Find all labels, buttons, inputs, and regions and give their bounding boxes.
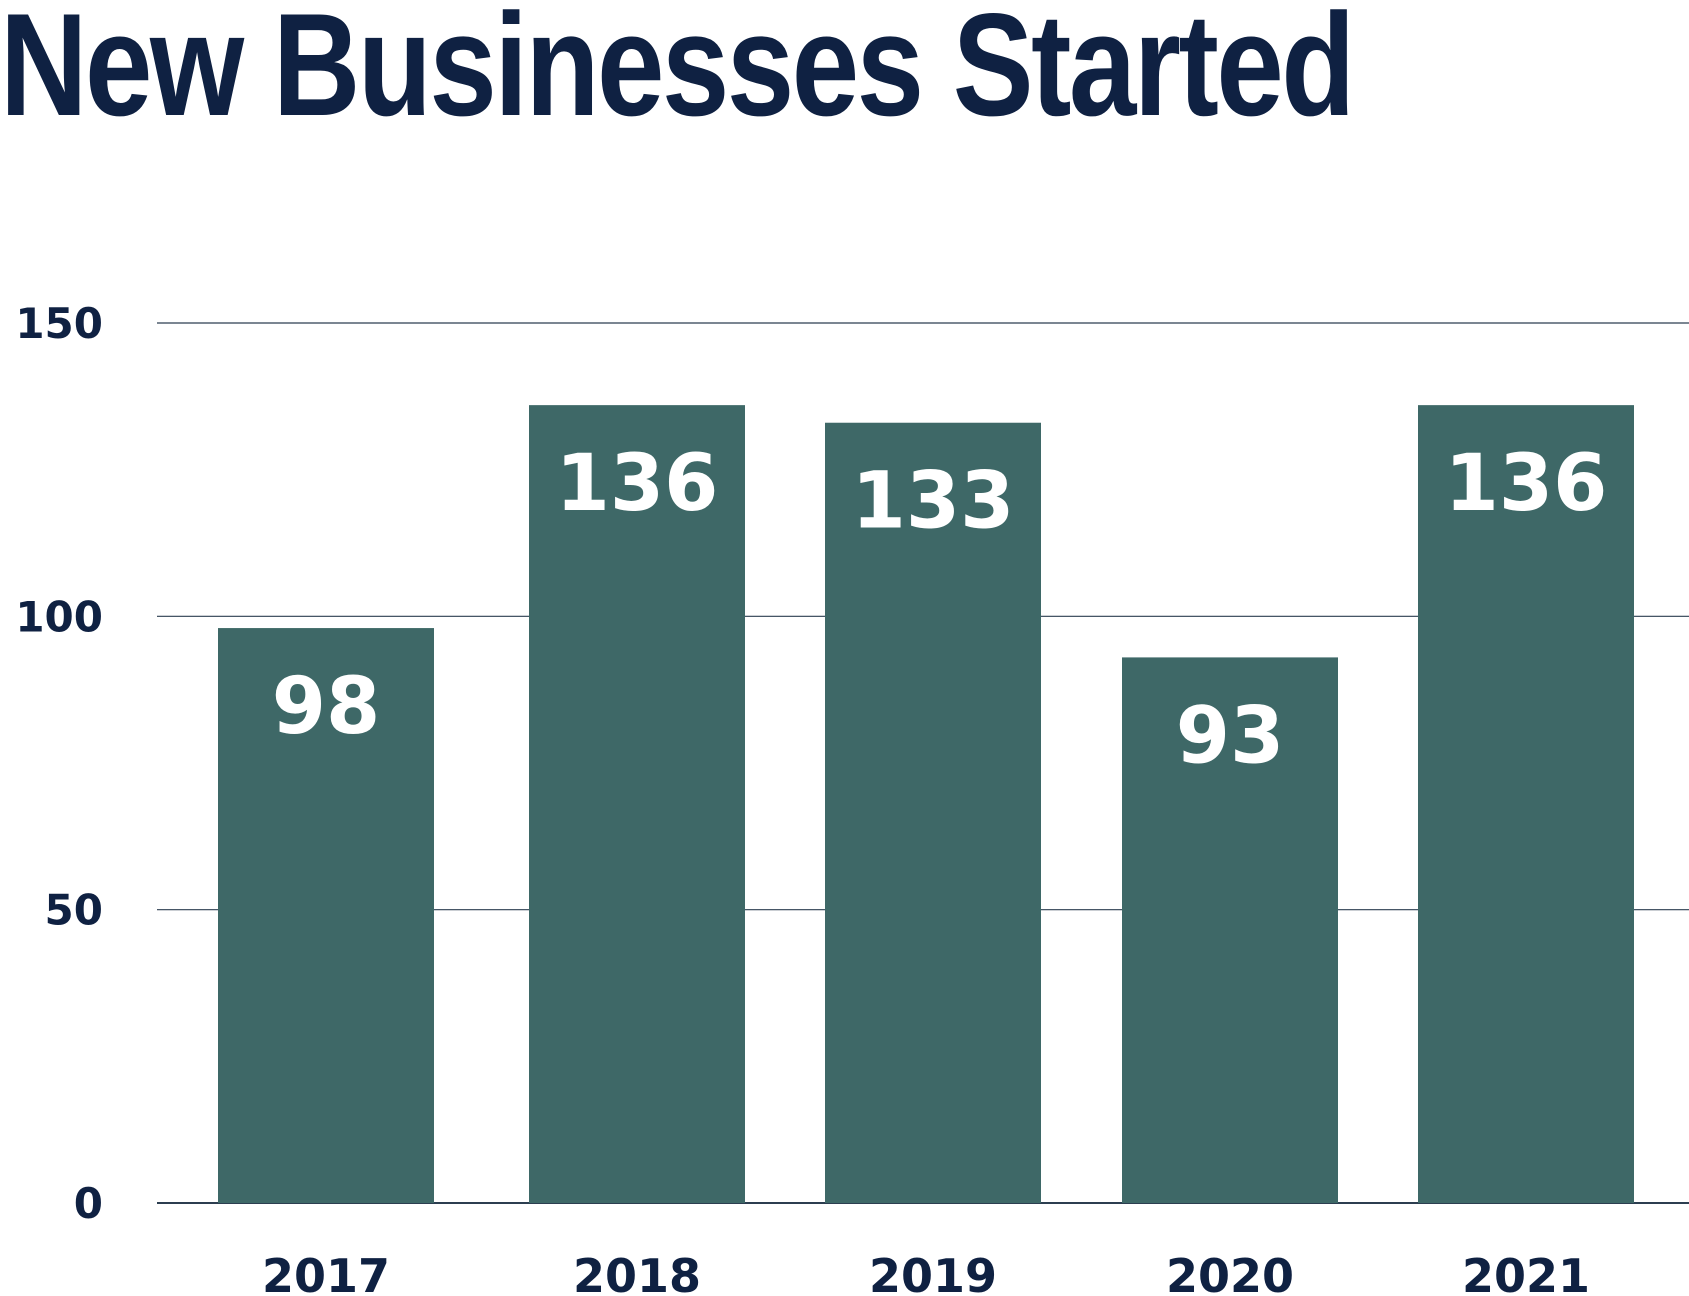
bar-value-label: 133 (852, 457, 1015, 547)
bar-value-label: 93 (1176, 691, 1285, 781)
y-tick-label: 100 (15, 592, 103, 641)
y-tick-label: 0 (74, 1179, 103, 1228)
bar-value-labels: 98 136 133 93 136 (272, 439, 1608, 781)
x-tick-label: 2021 (1462, 1249, 1590, 1296)
bar-value-label: 136 (1445, 439, 1608, 529)
y-axis-ticks: 0 50 100 150 (15, 299, 103, 1228)
bar (1418, 405, 1634, 1204)
chart-title: New Businesses Started (0, 0, 1355, 146)
y-tick-label: 50 (45, 886, 103, 935)
y-tick-label: 150 (15, 299, 103, 348)
x-axis-ticks: 2017 2018 2019 2020 2021 (262, 1249, 1590, 1296)
bar (529, 405, 745, 1204)
bar (1122, 657, 1338, 1203)
x-tick-label: 2018 (573, 1249, 701, 1296)
bar-value-label: 98 (272, 662, 381, 752)
bars (218, 405, 1634, 1204)
x-tick-label: 2019 (869, 1249, 997, 1296)
bar-value-label: 136 (556, 439, 719, 529)
bar (825, 422, 1041, 1203)
bar (218, 628, 434, 1203)
x-tick-label: 2020 (1166, 1249, 1294, 1296)
x-tick-label: 2017 (262, 1249, 390, 1296)
